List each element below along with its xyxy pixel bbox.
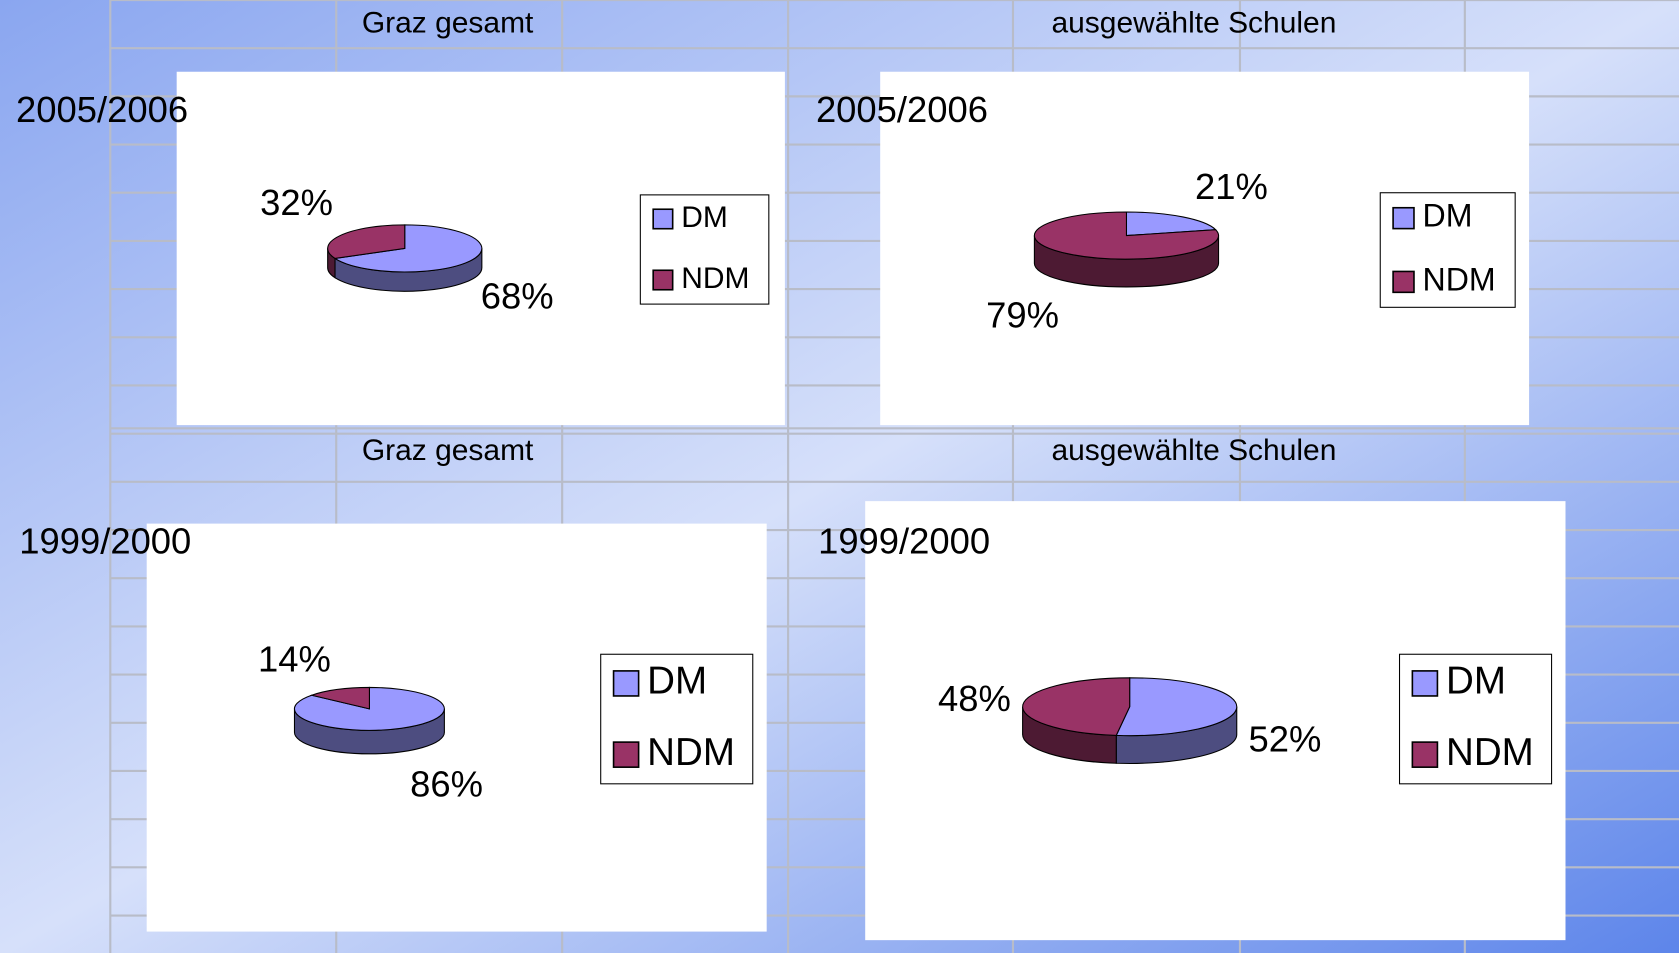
legend-swatch [612, 741, 640, 768]
legend-label: NDM [681, 262, 749, 295]
pie-slice [333, 224, 483, 273]
pie-slice [1033, 211, 1220, 260]
legend-label: NDM [1446, 731, 1534, 774]
legend-swatch [652, 208, 674, 230]
pie-slice [327, 224, 406, 260]
chart-title: 2005/2006 [16, 89, 188, 130]
chart-title: 1999/2000 [818, 521, 990, 562]
pie-slice [309, 686, 370, 710]
column-header: ausgewählte Schulen [1051, 434, 1336, 467]
legend-label: DM [647, 660, 707, 703]
chart-title: 1999/2000 [19, 521, 191, 562]
pie-slice [1022, 677, 1131, 736]
data-label: 32% [260, 182, 333, 223]
data-label: 14% [258, 638, 331, 679]
legend-swatch [1411, 741, 1439, 768]
data-label: 68% [481, 275, 554, 316]
data-label: 79% [986, 295, 1059, 336]
data-label: 52% [1249, 719, 1322, 760]
legend-label: NDM [1423, 261, 1496, 297]
data-label: 48% [938, 678, 1011, 719]
data-label: 21% [1195, 166, 1268, 207]
legend-swatch [1392, 270, 1415, 294]
legend-swatch [1392, 206, 1415, 230]
legend-swatch [652, 269, 674, 291]
column-header: ausgewählte Schulen [1051, 7, 1336, 40]
legend-swatch [1411, 670, 1439, 697]
legend-label: DM [1423, 198, 1473, 234]
chart-title: 2005/2006 [816, 89, 988, 130]
column-header: Graz gesamt [362, 7, 534, 40]
pie-slice [1115, 677, 1238, 737]
column-header: Graz gesamt [362, 434, 534, 467]
pie-slice [1125, 211, 1217, 237]
legend-label: DM [1446, 660, 1506, 703]
data-label: 86% [410, 764, 483, 805]
legend-swatch [612, 670, 640, 697]
legend-label: DM [681, 201, 728, 234]
legend-label: NDM [647, 731, 735, 774]
